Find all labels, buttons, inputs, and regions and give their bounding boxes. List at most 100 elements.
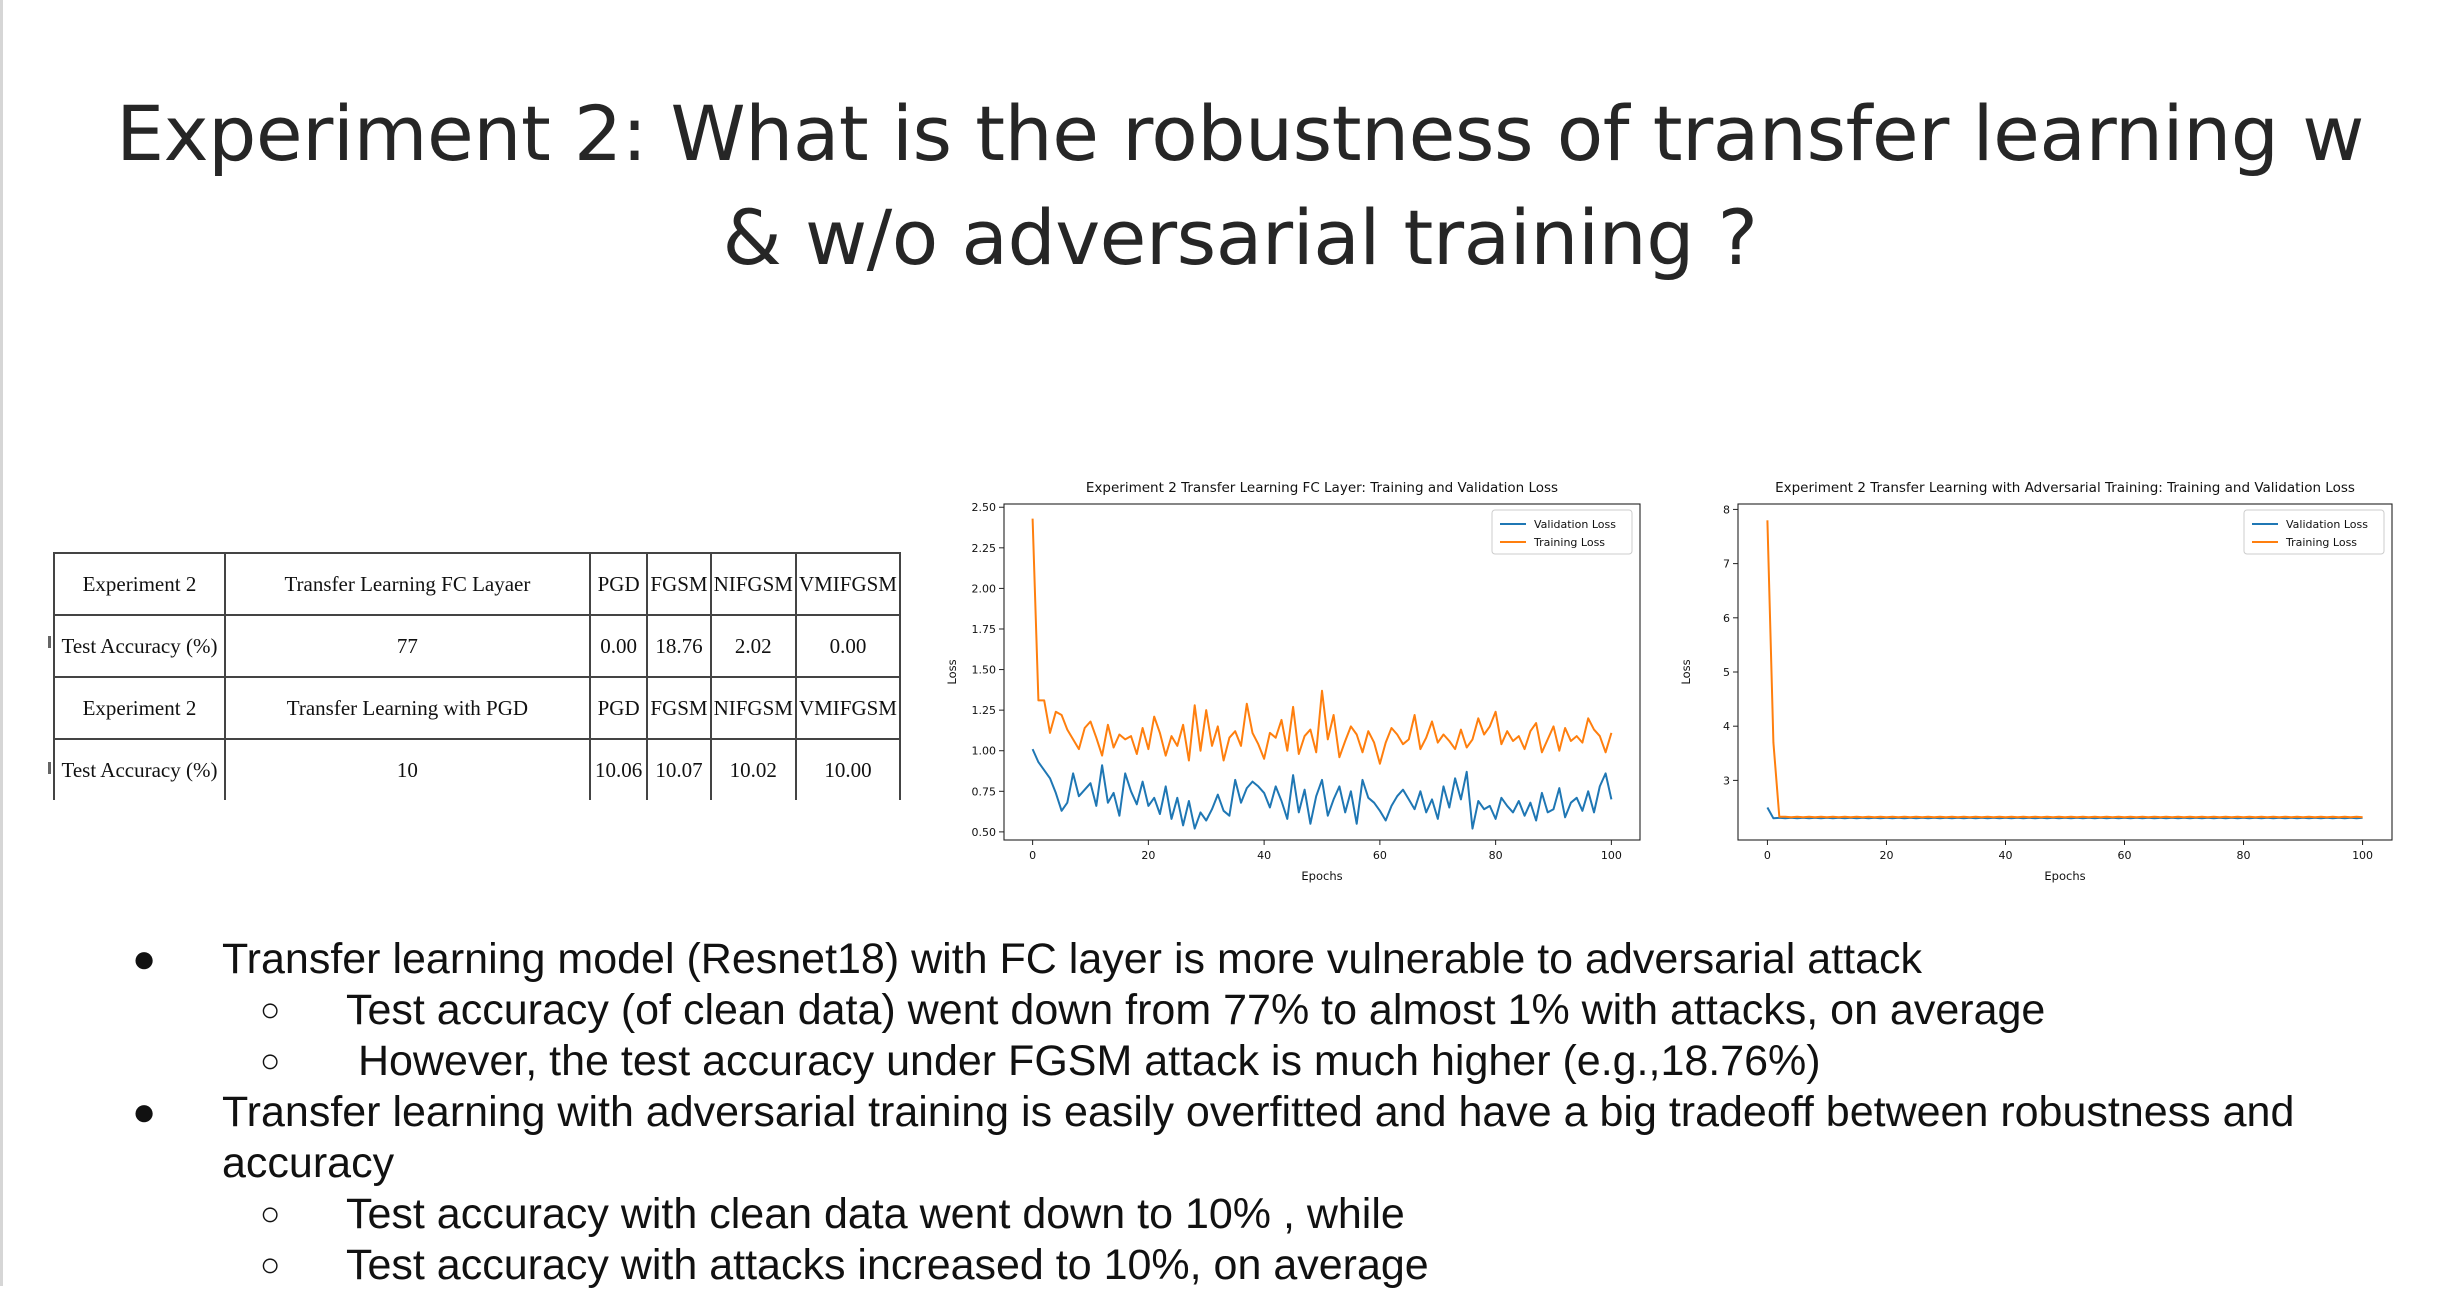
table-cell: 18.76 <box>646 614 712 678</box>
table-row: Test Accuracy (%) 77 0.00 18.76 2.02 0.0… <box>53 614 902 678</box>
chart-title: Experiment 2 Transfer Learning with Adve… <box>1775 480 2355 496</box>
loss-chart-adversarial: Experiment 2 Transfer Learning with Adve… <box>1660 474 2400 894</box>
chart-title: Experiment 2 Transfer Learning FC Layer:… <box>1086 480 1558 496</box>
chart-legend: Validation Loss Training Loss <box>2243 509 2385 555</box>
y-tick-label: 6 <box>1723 612 1730 625</box>
bullet-text: Test accuracy with attacks increased to … <box>346 1241 1429 1289</box>
chart-svg: Experiment 2 Transfer Learning FC Layer:… <box>945 480 1641 883</box>
x-tick-label: 60 <box>1373 849 1387 862</box>
slide-title: Experiment 2: What is the robustness of … <box>60 82 2420 290</box>
legend-box <box>2243 509 2385 555</box>
x-tick-label: 40 <box>1257 849 1271 862</box>
x-tick-label: 60 <box>2118 849 2132 862</box>
slide-title-line-2: & w/o adversarial training ? <box>722 193 1758 282</box>
bullet-text: Test accuracy with clean data went down … <box>346 1190 1405 1238</box>
table-cell: Test Accuracy (%) <box>53 738 226 800</box>
table-row: Experiment 2 Transfer Learning with PGD … <box>53 676 902 740</box>
y-tick-label: 3 <box>1723 774 1730 787</box>
table-row: Test Accuracy (%) 10 10.06 10.07 10.02 1… <box>53 738 902 800</box>
y-tick-label: 1.75 <box>972 623 997 636</box>
table-cell: 10.00 <box>794 738 902 800</box>
x-tick-label: 80 <box>2237 849 2251 862</box>
y-axis-label: Loss <box>1679 659 1693 684</box>
x-tick-label: 0 <box>1029 849 1036 862</box>
table-cell: Transfer Learning FC Layaer <box>223 552 591 616</box>
loss-chart-fc-layer: Experiment 2 Transfer Learning FC Layer:… <box>918 474 1648 894</box>
bullet-marker: ○ <box>260 1195 281 1233</box>
table-cell: Test Accuracy (%) <box>53 614 226 678</box>
bullet-item: ○ Test accuracy (of clean data) went down… <box>0 985 2396 1036</box>
table-row: Experiment 2 Transfer Learning FC Layaer… <box>53 552 902 616</box>
legend-label: Validation Loss <box>2286 518 2368 531</box>
bullet-marker: ● <box>132 1090 157 1134</box>
table-cell: 10.07 <box>646 738 712 800</box>
legend-label: Training Loss <box>1533 536 1605 549</box>
x-tick-label: 20 <box>1879 849 1893 862</box>
table-cell: NIFGSM <box>709 552 797 616</box>
bullet-marker: ● <box>132 937 157 981</box>
table-cell: PGD <box>588 552 649 616</box>
y-tick-label: 2.50 <box>972 501 997 514</box>
table-cell: PGD <box>588 676 649 740</box>
x-tick-label: 80 <box>1489 849 1503 862</box>
bullet-list: ● Transfer learning model (Resnet18) with… <box>0 934 2450 1291</box>
bullet-text: However, the test accuracy under FGSM at… <box>346 1037 1821 1085</box>
bullet-item: ● Transfer learning model (Resnet18) with… <box>0 934 2382 985</box>
x-tick-label: 0 <box>1764 849 1771 862</box>
table-cell: Experiment 2 <box>53 552 226 616</box>
table-cell: NIFGSM <box>709 676 797 740</box>
bullet-marker: ○ <box>260 1042 281 1080</box>
plot-frame <box>1003 503 1641 841</box>
x-axis-label: Epochs <box>2044 869 2085 883</box>
table-cell: 10 <box>223 738 591 800</box>
bullet-item: ● Transfer learning with adversarial trai… <box>0 1087 2382 1189</box>
bullet-item: ○ Test accuracy with attacks increased to… <box>0 1240 2396 1291</box>
y-tick-label: 2.00 <box>972 582 997 595</box>
table-cell: 0.00 <box>588 614 649 678</box>
chart-svg: Experiment 2 Transfer Learning with Adve… <box>1679 480 2393 883</box>
table-edge-mark <box>48 636 51 648</box>
results-table: Experiment 2 Transfer Learning FC Layaer… <box>53 552 902 800</box>
bullet-marker: ○ <box>260 991 281 1029</box>
table-cell: 10.02 <box>709 738 797 800</box>
y-tick-label: 1.00 <box>972 745 997 758</box>
table-cell: 10.06 <box>588 738 649 800</box>
x-tick-label: 100 <box>2352 849 2373 862</box>
table-edge-mark <box>48 762 51 774</box>
table-cell: FGSM <box>646 552 712 616</box>
table-cell: 77 <box>223 614 591 678</box>
table-cell: FGSM <box>646 676 712 740</box>
series-line-training <box>1031 518 1613 765</box>
y-tick-label: 2.25 <box>972 542 997 555</box>
bullet-text: Test accuracy (of clean data) went down … <box>346 986 2046 1034</box>
y-tick-label: 1.25 <box>972 704 997 717</box>
table-cell: VMIFGSM <box>794 552 902 616</box>
table-cell: Experiment 2 <box>53 676 226 740</box>
legend-label: Training Loss <box>2285 536 2357 549</box>
chart-legend: Validation Loss Training Loss <box>1491 509 1633 555</box>
x-tick-label: 100 <box>1601 849 1622 862</box>
legend-box <box>1491 509 1633 555</box>
y-tick-label: 1.50 <box>972 664 997 677</box>
table-cell: 2.02 <box>709 614 797 678</box>
bullet-marker: ○ <box>260 1246 281 1284</box>
y-tick-label: 7 <box>1723 558 1730 571</box>
series-line-training <box>1766 520 2363 819</box>
x-tick-label: 20 <box>1141 849 1155 862</box>
x-axis-label: Epochs <box>1301 869 1342 883</box>
table-cell: Transfer Learning with PGD <box>223 676 591 740</box>
legend-label: Validation Loss <box>1534 518 1616 531</box>
y-tick-label: 0.50 <box>972 826 997 839</box>
slide-title-line-1: Experiment 2: What is the robustness of … <box>116 89 2364 178</box>
table-cell: VMIFGSM <box>794 676 902 740</box>
x-tick-label: 40 <box>1998 849 2012 862</box>
bullet-item: ○ Test accuracy with clean data went down… <box>0 1189 2396 1240</box>
slide-left-border <box>0 0 3 1286</box>
y-axis-label: Loss <box>945 659 959 684</box>
y-tick-label: 4 <box>1723 720 1730 733</box>
table-cell: 0.00 <box>794 614 902 678</box>
bullet-text: Transfer learning model (Resnet18) with … <box>222 935 1923 983</box>
bullet-text: Transfer learning with adversarial train… <box>222 1088 2307 1187</box>
y-tick-label: 8 <box>1723 503 1730 516</box>
y-tick-label: 5 <box>1723 666 1730 679</box>
